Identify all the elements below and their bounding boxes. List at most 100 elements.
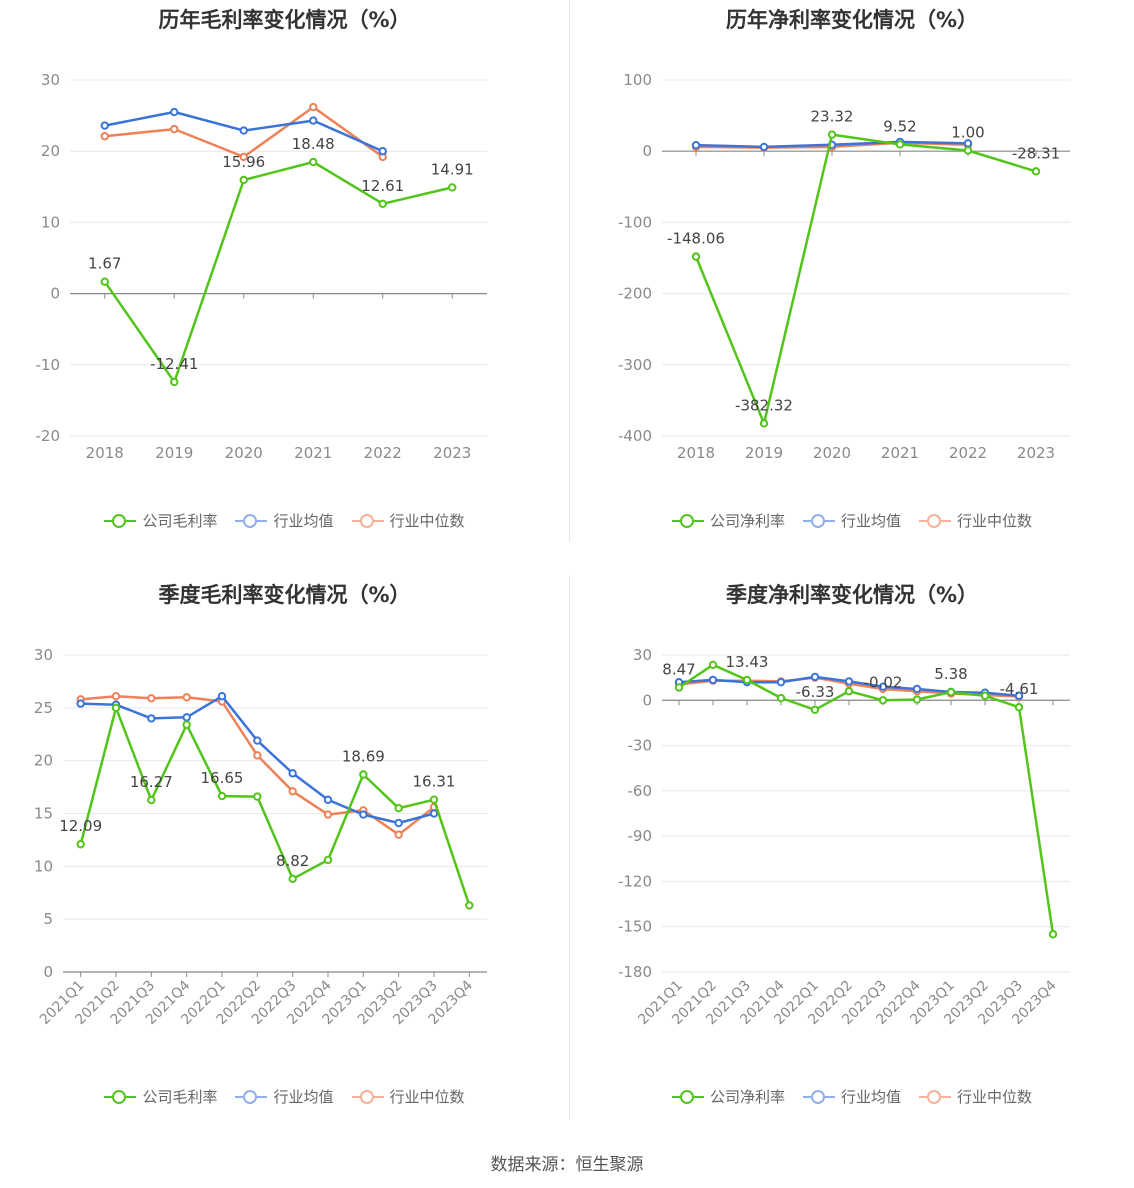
y-tick-label: -120: [618, 872, 652, 890]
legend-item-company[interactable]: 公司净利率: [671, 510, 785, 531]
data-point-company: [448, 183, 457, 192]
data-point-median: [100, 132, 109, 141]
data-point-company: [759, 419, 769, 428]
legend-label: 行业均值: [273, 1088, 334, 1106]
data-point-avg: [429, 809, 439, 818]
data-point-median: [253, 751, 262, 760]
data-point-company: [359, 770, 368, 779]
data-point-company: [963, 146, 973, 155]
data-label: -28.31: [1012, 144, 1060, 162]
data-point-company: [708, 660, 718, 670]
data-point-avg: [323, 795, 333, 804]
data-label: -148.06: [667, 230, 725, 248]
data-label: -6.33: [796, 683, 835, 701]
vertical-divider-top: [569, 0, 570, 542]
data-point-median: [394, 830, 403, 839]
data-point-company: [100, 277, 109, 286]
data-label: 1.00: [951, 123, 984, 141]
legend-item-company[interactable]: 公司净利率: [671, 1086, 785, 1107]
legend-label: 行业中位数: [389, 512, 465, 530]
legend-item-company[interactable]: 公司毛利率: [104, 510, 217, 531]
data-point-company: [827, 130, 837, 139]
data-label: -4.61: [1000, 680, 1039, 698]
data-point-company: [878, 696, 888, 705]
x-tick-label: 2018: [677, 444, 715, 462]
data-point-company: [429, 795, 439, 804]
data-label: -382.32: [735, 396, 793, 414]
y-tick-label: 15: [34, 805, 53, 823]
data-point-avg: [359, 810, 368, 819]
data-point-company: [217, 791, 227, 801]
legend-item-median[interactable]: 行业中位数: [919, 1086, 1032, 1107]
data-point-company: [1048, 930, 1058, 939]
data-point-avg: [288, 769, 297, 778]
data-point-company: [912, 695, 922, 704]
legend-item-avg[interactable]: 行业均值: [802, 510, 901, 531]
data-point-avg: [100, 121, 109, 130]
x-tick-label: 2020: [225, 444, 263, 462]
y-tick-label: 5: [43, 910, 53, 928]
legend-label: 行业中位数: [389, 1088, 465, 1106]
data-point-company: [776, 693, 786, 703]
legend-item-company[interactable]: 公司毛利率: [104, 1086, 217, 1107]
legend-label: 公司毛利率: [142, 1088, 218, 1106]
chart-legend: 公司净利率 行业均值 行业中位数: [570, 510, 1134, 531]
y-tick-label: -100: [618, 213, 652, 231]
y-tick-label: -400: [618, 427, 652, 445]
data-point-avg: [239, 126, 248, 135]
y-tick-label: -200: [618, 285, 652, 303]
data-label: 8.47: [662, 661, 695, 679]
data-label: 18.69: [342, 748, 385, 766]
legend-swatch: [104, 513, 137, 528]
legend-swatch: [802, 1089, 835, 1104]
data-point-company: [742, 675, 752, 685]
legend-item-avg[interactable]: 行业均值: [235, 510, 334, 531]
data-label: 8.82: [276, 852, 309, 870]
legend-item-avg[interactable]: 行业均值: [235, 1086, 334, 1107]
chart-legend: 公司净利率 行业均值 行业中位数: [570, 1086, 1134, 1107]
data-point-company: [674, 683, 684, 692]
data-point-avg: [76, 699, 85, 708]
data-point-company: [394, 804, 403, 813]
chart-legend: 公司毛利率 行业均值 行业中位数: [0, 510, 569, 531]
y-tick-label: 10: [41, 213, 60, 231]
data-point-avg: [708, 675, 718, 685]
data-point-median: [309, 102, 318, 112]
data-point-company: [1031, 167, 1041, 176]
data-point-company: [1014, 703, 1024, 712]
y-tick-label: 20: [34, 752, 53, 770]
legend-label: 行业均值: [840, 512, 901, 530]
data-point-avg: [1014, 691, 1024, 700]
y-tick-label: 0: [50, 285, 60, 303]
y-tick-label: 25: [34, 699, 53, 717]
data-point-company: [147, 795, 156, 805]
legend-label: 公司毛利率: [142, 512, 218, 530]
legend-label: 公司净利率: [709, 1088, 785, 1106]
x-tick-label: 2022: [949, 444, 987, 462]
x-tick-label: 2019: [745, 444, 783, 462]
y-tick-label: -180: [618, 963, 652, 981]
data-label: 15.96: [222, 153, 265, 171]
x-tick-label: 2021: [881, 444, 919, 462]
legend-swatch: [802, 513, 835, 528]
legend-item-avg[interactable]: 行业均值: [802, 1086, 901, 1107]
legend-item-median[interactable]: 行业中位数: [351, 1086, 465, 1107]
legend-item-median[interactable]: 行业中位数: [351, 510, 465, 531]
chart-title: 季度净利率变化情况（%）: [725, 583, 979, 607]
y-tick-label: 0: [642, 691, 652, 709]
data-point-median: [239, 152, 248, 162]
data-point-avg: [217, 692, 227, 701]
y-tick-label: 0: [43, 963, 53, 981]
data-label: 23.32: [811, 108, 854, 126]
legend-item-median[interactable]: 行业中位数: [919, 510, 1032, 531]
y-tick-label: -150: [618, 918, 652, 936]
chart-panel-annual-net: 历年净利率变化情况（%） -400 -300 -200 -100 0 100 2018 201…: [570, 0, 1134, 545]
chart-title: 历年毛利率变化情况（%）: [158, 8, 411, 32]
x-tick-label: 2020: [813, 444, 851, 462]
y-tick-label: 100: [623, 71, 652, 89]
data-label: 5.38: [934, 665, 967, 683]
chart-canvas: 0510152025302021Q12021Q22021Q32021Q42022…: [34, 646, 487, 1028]
data-label: 9.52: [883, 117, 916, 135]
chart-canvas: -400 -300 -200 -100 0 100 2018 2019 2020 2021 2022…: [618, 71, 1070, 462]
data-point-median: [170, 124, 179, 134]
